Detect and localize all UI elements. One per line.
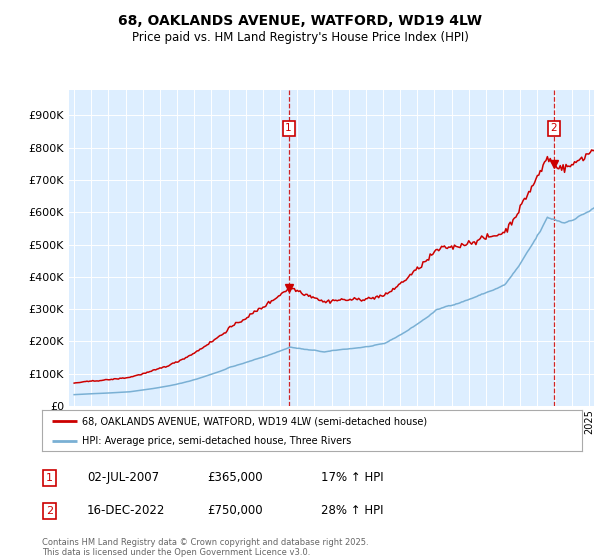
Text: Contains HM Land Registry data © Crown copyright and database right 2025.
This d: Contains HM Land Registry data © Crown c… [42,538,368,557]
Text: HPI: Average price, semi-detached house, Three Rivers: HPI: Average price, semi-detached house,… [83,436,352,446]
Text: £750,000: £750,000 [207,504,263,517]
Text: 1: 1 [285,123,292,133]
Text: 16-DEC-2022: 16-DEC-2022 [87,504,166,517]
Text: Price paid vs. HM Land Registry's House Price Index (HPI): Price paid vs. HM Land Registry's House … [131,31,469,44]
Text: 2: 2 [551,123,557,133]
Text: 68, OAKLANDS AVENUE, WATFORD, WD19 4LW: 68, OAKLANDS AVENUE, WATFORD, WD19 4LW [118,14,482,28]
Text: 68, OAKLANDS AVENUE, WATFORD, WD19 4LW (semi-detached house): 68, OAKLANDS AVENUE, WATFORD, WD19 4LW (… [83,417,428,426]
Text: £365,000: £365,000 [207,471,263,484]
Text: 02-JUL-2007: 02-JUL-2007 [87,471,159,484]
Text: 17% ↑ HPI: 17% ↑ HPI [321,471,383,484]
Text: 1: 1 [46,473,53,483]
Text: 2: 2 [46,506,53,516]
Text: 28% ↑ HPI: 28% ↑ HPI [321,504,383,517]
